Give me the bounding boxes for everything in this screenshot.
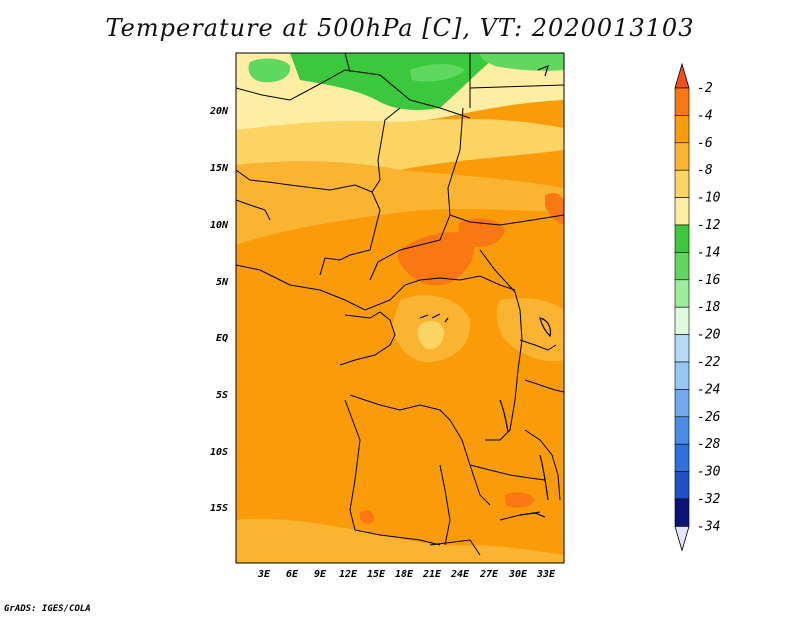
colorbar-label: -20 [697, 328, 721, 343]
colorbar-label: -12 [697, 218, 721, 233]
colorbar-swatch [674, 498, 690, 527]
lat-label: 10N [210, 220, 229, 231]
lon-label: 6E [286, 569, 299, 580]
lon-label: 3E [257, 569, 271, 580]
lon-label: 12E [339, 569, 358, 580]
temperature-band-green-light-west [248, 58, 291, 83]
temperature-band-green-light-center [410, 64, 465, 82]
colorbar-swatch [674, 416, 690, 445]
lat-label: 5N [216, 277, 229, 288]
lon-label: 24E [450, 569, 470, 580]
colorbar-swatch [674, 361, 690, 390]
lon-label: 18E [395, 569, 414, 580]
colorbar-label: -28 [697, 437, 721, 452]
colorbar-label: -14 [697, 245, 720, 260]
colorbar-label: -32 [697, 492, 721, 507]
lat-label: 15S [210, 503, 228, 514]
colorbar-label: -10 [697, 191, 721, 206]
gridline-ticks [230, 110, 236, 507]
colorbar-label: -22 [697, 355, 721, 370]
colorbar: -2 -4 -6 -8 -10 -12 -14 -16 -18 -20 -22 -24 -26 -28 -3… [674, 62, 721, 552]
temperature-band-light-orange [236, 161, 564, 245]
colorbar-swatch [674, 389, 690, 418]
colorbar-swatch [674, 87, 690, 116]
temperature-band-orange-red-west [360, 510, 375, 524]
colorbar-swatch [674, 142, 690, 171]
lon-label: 21E [422, 569, 442, 580]
colorbar-label: -8 [697, 163, 713, 178]
colorbar-label: -26 [697, 410, 721, 425]
map-panel [230, 52, 565, 564]
colorbar-swatch [674, 279, 690, 308]
colorbar-label: -24 [697, 382, 720, 397]
colorbar-swatch [674, 306, 690, 335]
colorbar-label: -2 [697, 81, 713, 96]
temperature-band-green-light-east [480, 53, 564, 71]
colorbar-label: -4 [697, 108, 713, 123]
colorbar-label: -30 [697, 465, 721, 480]
colorbar-swatch [674, 334, 690, 363]
temperature-band-orange-red-south [505, 492, 535, 508]
grads-credit: GrADS: IGES/COLA [4, 604, 91, 614]
lat-label: EQ [216, 333, 228, 344]
colorbar-swatch [674, 115, 690, 144]
lat-label: 20N [209, 106, 229, 117]
colorbar-swatch [674, 471, 690, 500]
lon-label: 9E [314, 569, 327, 580]
colorbar-swatch [674, 224, 690, 253]
lon-label: 30E [508, 569, 528, 580]
colorbar-label: -18 [697, 300, 721, 315]
colorbar-swatch [674, 169, 690, 198]
lat-axis: 20N 15N 10N 5N EQ 5S 10S 15S [209, 106, 229, 514]
temperature-band-light-orange-south [236, 518, 564, 563]
lon-label: 33E [536, 569, 556, 580]
temperature-band-orange-red-east [458, 218, 505, 248]
temperature-band-orange-red-ne [545, 193, 564, 225]
lon-label: 15E [367, 569, 386, 580]
lon-axis: 3E 6E 9E 12E 15E 18E 21E 24E 27E 30E 33E [257, 569, 556, 580]
lat-label: 10S [210, 447, 228, 458]
colorbar-label: -16 [697, 273, 721, 288]
temperature-band-light-orange-east [496, 298, 564, 362]
lakes [419, 64, 552, 518]
temperature-band-yellow-center [417, 320, 444, 350]
lat-label: 5S [216, 390, 228, 401]
colorbar-bottom-arrow [674, 526, 690, 552]
lon-label: 27E [479, 569, 499, 580]
colorbar-swatch [674, 443, 690, 472]
lat-label: 15N [210, 163, 229, 174]
chart-title: Temperature at 500hPa [C], VT: 202001310… [105, 14, 695, 42]
colorbar-swatch [674, 252, 690, 281]
colorbar-label: -34 [697, 519, 720, 534]
colorbar-label: -6 [697, 136, 713, 151]
colorbar-top-arrow [674, 62, 690, 89]
colorbar-swatch [674, 197, 690, 226]
